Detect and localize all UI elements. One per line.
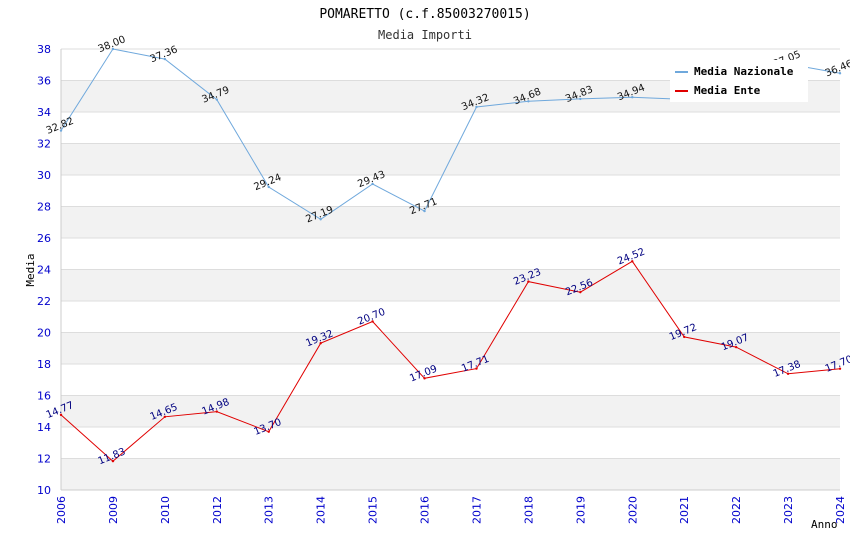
x-tick-2014: 2014 [315,496,328,524]
y-tick-28: 28 [37,201,51,214]
y-tick-labels: 10 12 14 16 18 20 22 24 26 28 30 32 34 36 38 [37,43,51,497]
x-tick-2016: 2016 [419,496,432,524]
series-line-ente [60,260,841,462]
point-ente-2012 [215,410,218,413]
band-22 [61,269,840,301]
point-ente-2023 [786,372,790,375]
x-tick-2024: 2024 [834,496,847,524]
point-nazionale-2017 [475,105,478,109]
y-tick-26: 26 [37,232,51,245]
point-nazionale-2012 [215,98,218,101]
point-nazionale-2014 [319,218,322,221]
data-label-ente-2016: 17.09 [408,364,439,385]
point-ente-2009 [111,459,115,463]
x-tick-2023: 2023 [782,496,795,524]
y-tick-34: 34 [37,106,51,119]
point-ente-2013 [267,430,270,433]
point-nazionale-2016 [423,209,426,213]
x-tick-2015: 2015 [367,496,380,524]
point-nazionale-2020 [631,95,634,99]
point-nazionale-2009 [111,47,115,51]
y-tick-38: 38 [37,43,51,56]
legend-label-nazionale: Media Nazionale [694,65,794,78]
point-nazionale-2010 [163,57,167,61]
x-tick-2006: 2006 [55,496,68,524]
x-tick-labels: 2006 2009 2010 2012 2013 2014 2015 2016 2017 2018… [55,496,847,524]
band-10 [61,458,840,490]
point-nazionale-2006 [59,129,63,132]
point-ente-2022 [734,345,738,349]
chart-subtitle: Media Importi [378,28,472,42]
y-tick-10: 10 [37,484,51,497]
legend-label-ente: Media Ente [694,84,761,97]
point-nazionale-2015 [371,182,374,186]
point-nazionale-2019 [579,97,582,101]
y-tick-24: 24 [37,264,51,277]
legend-box [670,60,808,102]
y-tick-36: 36 [37,75,51,88]
x-tick-2009: 2009 [107,496,120,524]
x-tick-2018: 2018 [522,496,535,524]
band-14 [61,395,840,427]
point-ente-2017 [475,367,478,370]
y-tick-16: 16 [37,390,51,403]
point-ente-2014 [319,342,322,345]
point-ente-2006 [59,413,63,417]
point-ente-2016 [423,377,426,380]
point-nazionale-2018 [527,100,530,103]
x-tick-2012: 2012 [211,496,224,524]
data-label-ente-2020: 24.52 [616,247,647,268]
y-tick-22: 22 [37,295,51,308]
y-tick-32: 32 [37,138,51,151]
y-tick-30: 30 [37,169,51,182]
x-tick-2020: 2020 [626,496,639,524]
x-tick-2019: 2019 [574,496,587,524]
x-tick-2013: 2013 [263,496,276,524]
data-label-nazionale-2010: 37.36 [149,44,180,65]
x-tick-2021: 2021 [678,496,691,524]
y-tick-14: 14 [37,421,51,434]
legend: Media Nazionale Media Ente [670,60,808,102]
band-18 [61,332,840,364]
y-tick-12: 12 [37,453,51,466]
x-axis-label: Anno [811,518,838,531]
point-ente-2024 [838,367,842,370]
point-ente-2015 [371,320,374,323]
x-tick-2017: 2017 [470,496,483,524]
point-ente-2021 [683,335,686,339]
x-tick-2022: 2022 [730,496,743,524]
y-tick-18: 18 [37,358,51,371]
band-26 [61,206,840,238]
chart-title: POMARETTO (c.f.85003270015) [319,7,530,22]
point-ente-2010 [163,415,167,418]
point-ente-2020 [631,260,634,263]
point-ente-2019 [579,290,582,294]
point-nazionale-2024 [838,72,842,75]
point-nazionale-2013 [267,185,270,189]
data-label-nazionale-2009: 38.00 [97,34,128,55]
point-ente-2018 [527,280,530,283]
data-label-ente-2015: 20.70 [356,307,387,328]
x-tick-2010: 2010 [159,496,172,524]
y-axis-label: Media [24,253,37,286]
data-label-nazionale-2024: 36.46 [824,58,850,79]
background-bands [61,80,840,490]
y-tick-20: 20 [37,327,51,340]
